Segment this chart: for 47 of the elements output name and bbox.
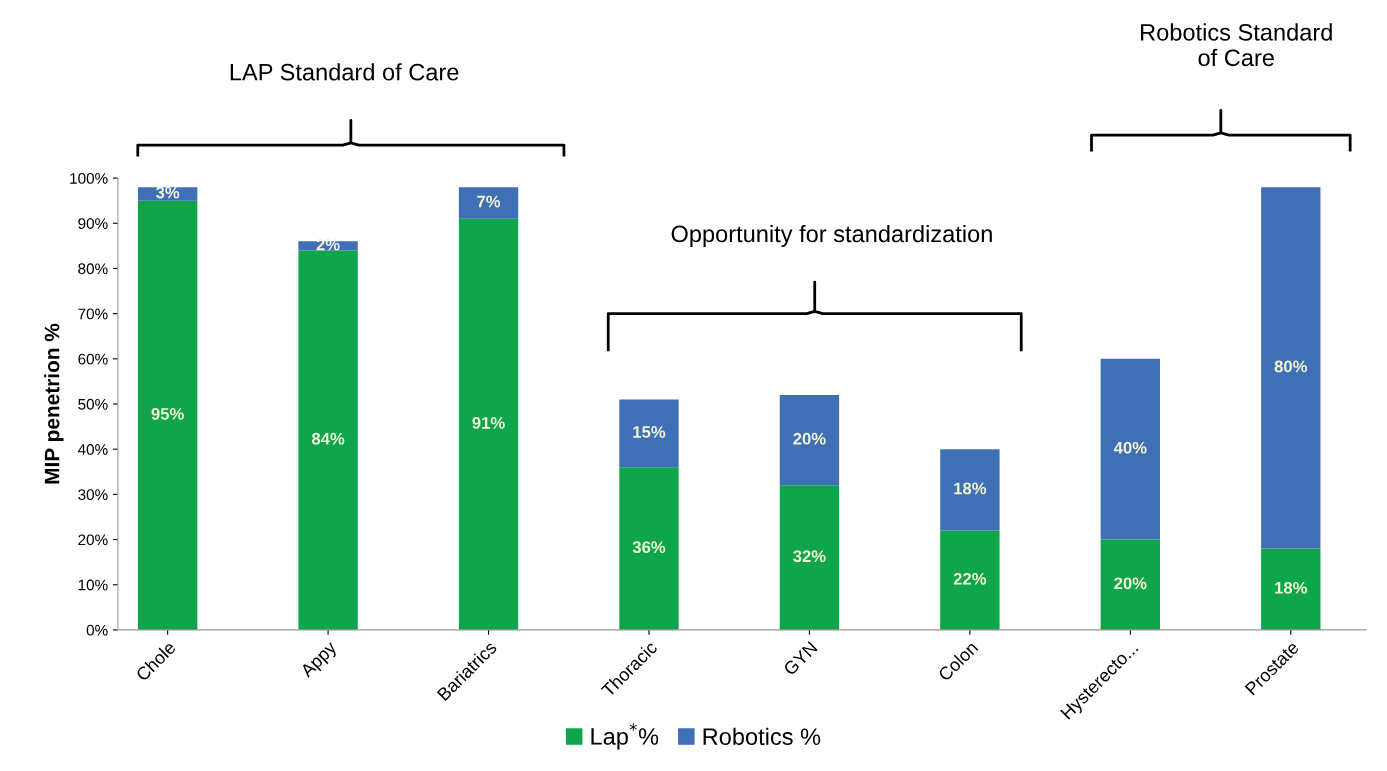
data-label: 32% <box>793 550 826 563</box>
text: LAP Standard of Care <box>230 63 459 81</box>
y-tick-label: 10% <box>78 579 108 591</box>
y-tick-label: 80% <box>78 263 108 275</box>
data-label: 84% <box>311 432 345 445</box>
data-label: 7% <box>477 195 501 208</box>
bar <box>779 485 840 630</box>
data-label: 15% <box>633 426 666 438</box>
text: Robotics Standard of Care <box>1141 23 1332 67</box>
bar <box>137 200 198 630</box>
data-label: 3% <box>155 186 180 199</box>
data-label: 36% <box>632 541 666 554</box>
data-label: 20% <box>1114 577 1147 590</box>
bar <box>779 394 840 486</box>
y-tick-label: 70% <box>78 308 108 320</box>
y-axis-title: MIP penetrion % <box>44 323 64 484</box>
data-label: 95% <box>151 407 184 420</box>
y-tick-label: 40% <box>77 444 108 455</box>
data-label: 20% <box>793 432 826 445</box>
bar <box>940 530 1000 630</box>
y-tick-label: 20% <box>78 534 108 546</box>
bar <box>619 399 679 468</box>
data-label: 40% <box>1113 441 1147 454</box>
bar <box>1261 187 1321 549</box>
bar <box>940 449 1000 531</box>
bar <box>458 218 519 630</box>
bar <box>1261 548 1321 630</box>
data-label: 80% <box>1274 360 1308 373</box>
data-label: 18% <box>954 482 987 495</box>
bar <box>1100 539 1161 630</box>
data-label: 22% <box>953 572 987 585</box>
legend-label: Lap$^{*}$% <box>591 723 659 750</box>
bar <box>298 250 358 630</box>
data-label: 91% <box>472 417 505 429</box>
y-tick-label: 0% <box>86 624 108 636</box>
bar <box>1100 358 1161 540</box>
y-tick-label: 60% <box>78 353 108 365</box>
y-tick-label: 30% <box>78 489 108 501</box>
bar <box>458 187 519 219</box>
y-tick-label: 100% <box>70 172 108 184</box>
bar <box>619 467 679 630</box>
y-tick-label: 50% <box>78 398 108 410</box>
annotation: Opportunity for standardization <box>671 224 992 247</box>
data-label: 18% <box>1275 581 1308 594</box>
y-tick-label: 90% <box>78 218 108 229</box>
legend-label: Robotics % <box>703 727 821 746</box>
data-label: 2% <box>316 238 340 251</box>
